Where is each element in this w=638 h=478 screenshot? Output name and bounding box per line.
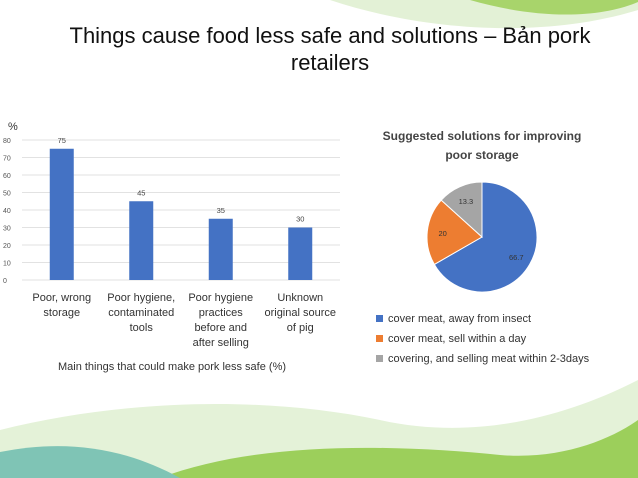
pie-slice (440, 181, 483, 239)
legend-swatch (376, 315, 383, 322)
y-tick-label: 70 (3, 156, 11, 163)
legend-label: cover meat, sell within a day (388, 333, 527, 345)
legend-label: covering, and selling meat within 2-3day… (388, 353, 590, 365)
legend-swatch (376, 335, 383, 342)
bar-value-label: 45 (137, 188, 145, 197)
y-tick-label: 50 (3, 191, 11, 198)
pie-value-label: 20 (438, 229, 446, 238)
category-label: Unknown (277, 292, 323, 304)
bar-chart: % 0 10 20 30 40 50 60 70 80 75 Poor, wrong storage 45… (3, 116, 356, 378)
x-axis-title: Main things that could make pork less sa… (58, 361, 286, 373)
top-wave-green (470, 0, 638, 15)
pie-title-line-2: poor storage (445, 148, 519, 162)
category-label: Poor, wrong (32, 292, 91, 304)
bottom-wave-teal (0, 446, 180, 478)
bottom-wave-green (160, 420, 638, 478)
slide-title: Things cause food less safe and solution… (69, 23, 591, 75)
y-tick-label: 60 (3, 173, 11, 180)
pie-slice (426, 199, 483, 266)
pie-title-line-1: Suggested solutions for improving (383, 129, 582, 143)
bar (129, 201, 154, 280)
category-label: tools (130, 322, 154, 334)
category-label: original source (264, 307, 336, 319)
y-tick-label: 80 (3, 138, 11, 145)
y-tick-label: 30 (3, 226, 11, 233)
category-label: after selling (193, 337, 249, 349)
category-label: of pig (287, 322, 314, 334)
y-unit-label: % (8, 121, 18, 133)
category-label: Poor hygiene (188, 292, 253, 304)
category-label: before and (194, 322, 247, 334)
bar (49, 148, 74, 280)
pie-slice (433, 181, 538, 293)
bar-value-label: 30 (296, 215, 304, 224)
y-tick-label: 10 (3, 261, 11, 268)
y-tick-label: 0 (3, 278, 7, 285)
category-label: contaminated (108, 307, 174, 319)
bar-value-label: 35 (217, 206, 225, 215)
bar (208, 218, 233, 280)
bar-value-label: 75 (58, 136, 66, 145)
category-label: Poor hygiene, (107, 292, 175, 304)
y-tick-label: 40 (3, 208, 11, 215)
legend-label: cover meat, away from insect (388, 313, 531, 325)
category-label: practices (199, 307, 244, 319)
pie-value-label: 66.7 (509, 253, 524, 262)
y-tick-label: 20 (3, 243, 11, 250)
pie-chart: Suggested solutions for improving poor st… (376, 129, 590, 365)
category-label: storage (43, 307, 80, 319)
pie-value-label: 13.3 (459, 197, 474, 206)
legend-swatch (376, 355, 383, 362)
bar (288, 227, 313, 280)
